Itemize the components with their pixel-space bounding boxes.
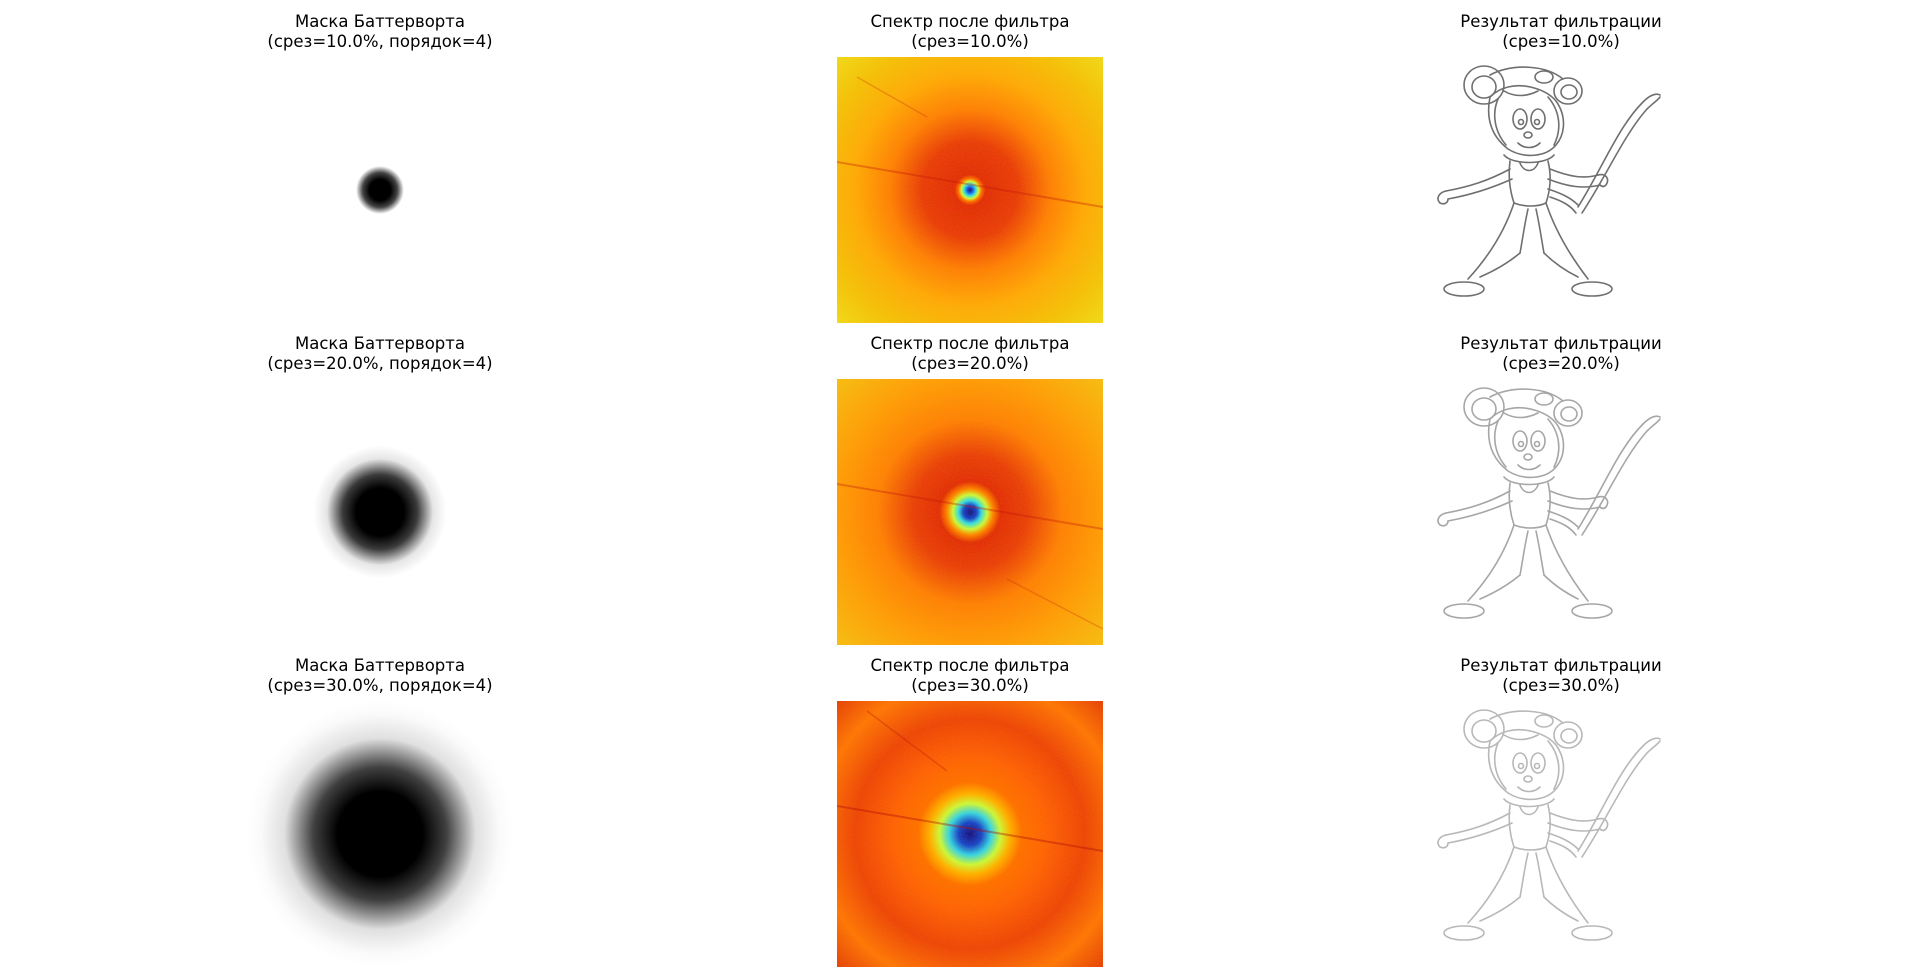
spectrum-title-row-1: Спектр после фильтра (срез=10.0%) [870,12,1070,51]
mask-title-row-2: Маска Баттерворта (срез=20.0%, порядок=4… [267,334,493,373]
mask-title-row-1: Маска Баттерворта (срез=10.0%, порядок=4… [267,12,493,51]
mask-image-row-3 [247,701,513,967]
spectrum-image-row-2 [837,379,1103,645]
result-title-row-2: Результат фильтрации (срез=20.0%) [1460,334,1662,373]
mouse-outline-drawing-2 [1437,387,1661,619]
mask-title-row-3: Маска Баттерворта (срез=30.0%, порядок=4… [267,656,493,695]
result-title-row-3: Результат фильтрации (срез=30.0%) [1460,656,1662,695]
result-image-row-3 [1428,701,1694,967]
mask-image-row-1 [247,57,513,323]
spectrum-title-row-3: Спектр после фильтра (срез=30.0%) [870,656,1070,695]
result-image-row-2 [1428,379,1694,645]
mask-image-row-2 [247,379,513,645]
spectrum-image-row-3 [837,701,1103,967]
result-image-row-1 [1428,57,1694,323]
result-title-row-1: Результат фильтрации (срез=10.0%) [1460,12,1662,51]
mouse-outline-drawing-3 [1437,709,1661,941]
spectrum-title-row-2: Спектр после фильтра (срез=20.0%) [870,334,1070,373]
mouse-outline-drawing-1 [1437,65,1661,297]
spectrum-image-row-1 [837,57,1103,323]
